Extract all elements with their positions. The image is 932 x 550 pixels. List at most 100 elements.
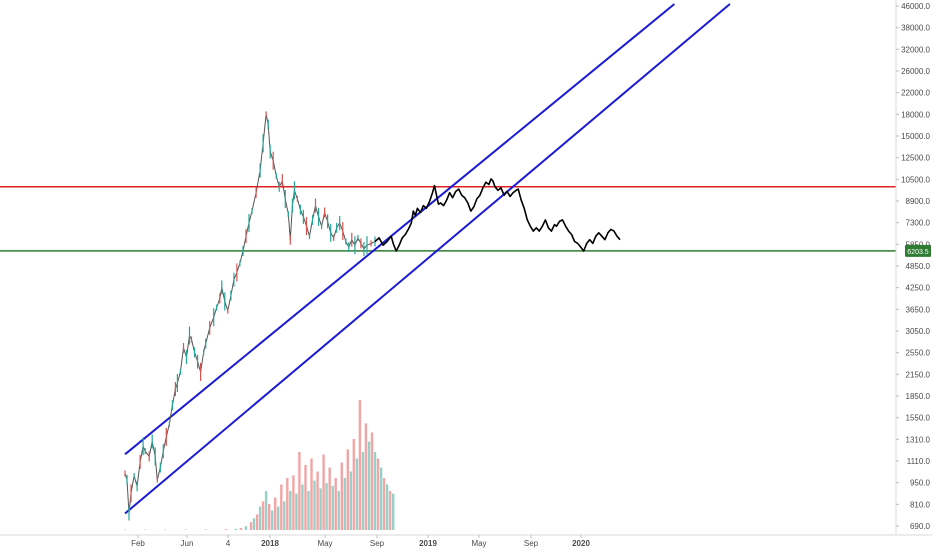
volume-layer xyxy=(123,400,395,531)
volume-bar xyxy=(307,491,310,530)
volume-bar xyxy=(184,529,187,530)
volume-bar xyxy=(334,478,337,530)
channel-lower-line[interactable] xyxy=(124,3,731,515)
volume-bar xyxy=(264,491,268,530)
volume-bar xyxy=(280,484,283,530)
y-tick-label: 1310.0 xyxy=(906,435,931,444)
volume-bar xyxy=(298,452,301,530)
current-price-label: 6203.5 xyxy=(907,249,929,256)
volume-bar xyxy=(364,423,368,530)
y-tick-label: 1850.0 xyxy=(906,392,931,401)
volume-bar xyxy=(370,432,374,530)
volume-bar xyxy=(346,449,349,530)
x-tick-label: Sep xyxy=(370,539,385,548)
volume-bar xyxy=(204,529,207,531)
volume-bar xyxy=(328,467,331,530)
volume-bar xyxy=(286,478,289,530)
volume-bar xyxy=(376,458,380,530)
y-tick-label: 810.0 xyxy=(910,500,931,509)
volume-bar xyxy=(249,522,253,530)
y-tick-label: 1550.0 xyxy=(906,414,931,423)
volume-bar xyxy=(252,518,256,530)
volume-bar xyxy=(239,528,243,530)
volume-bar xyxy=(310,458,313,530)
x-tick-label: 2020 xyxy=(572,539,590,548)
volume-bar xyxy=(255,514,259,530)
volume-bar xyxy=(304,465,307,530)
y-tick-label: 3650.0 xyxy=(906,305,931,314)
volume-bar xyxy=(388,491,392,530)
volume-bar xyxy=(355,458,359,530)
y-tick-label: 7300.0 xyxy=(906,219,931,228)
y-tick-label: 32000.0 xyxy=(901,45,930,54)
x-tick-label: 4 xyxy=(226,539,231,548)
channel-layer xyxy=(124,3,731,515)
volume-bar xyxy=(392,493,395,530)
current-price-badge xyxy=(905,244,931,257)
volume-bar xyxy=(367,441,371,530)
volume-bar xyxy=(322,454,325,530)
volume-bar xyxy=(316,471,319,530)
y-axis[interactable]: 46000.0 38000.0 32000.0 26000.0 22000.0 18000… xyxy=(896,2,931,531)
volume-bar xyxy=(234,528,238,530)
channel-upper-line[interactable] xyxy=(124,3,676,456)
volume-bar xyxy=(261,501,265,530)
x-tick-label: Jun xyxy=(181,539,194,548)
y-tick-label: 8900.0 xyxy=(906,197,931,206)
volume-bar xyxy=(144,529,147,531)
price-layer xyxy=(124,111,376,521)
volume-bar xyxy=(373,452,377,530)
y-tick-label: 22000.0 xyxy=(901,89,930,98)
y-tick-label: 15000.0 xyxy=(901,132,930,141)
x-tick-label: Sep xyxy=(524,539,539,548)
price-badge-layer: 6203.5 xyxy=(905,244,931,257)
y-tick-label: 3050.0 xyxy=(906,327,931,336)
levels-layer xyxy=(0,186,896,252)
volume-bar xyxy=(224,529,227,530)
x-tick-label: Feb xyxy=(131,539,145,548)
volume-bar xyxy=(349,471,352,530)
volume-bar xyxy=(382,478,386,530)
volume-bar xyxy=(258,506,262,530)
volume-bar xyxy=(319,488,322,530)
volume-bar xyxy=(295,493,298,530)
y-tick-label: 38000.0 xyxy=(901,24,930,33)
volume-bar xyxy=(123,529,127,531)
x-tick-label: 2018 xyxy=(261,539,279,548)
y-tick-label: 4850.0 xyxy=(906,262,931,271)
x-tick-label: May xyxy=(471,539,486,548)
y-tick-label: 18000.0 xyxy=(901,110,930,119)
volume-bar xyxy=(352,439,355,530)
volume-bar xyxy=(274,497,277,530)
volume-bar xyxy=(292,475,295,530)
y-tick-label: 5850.0 xyxy=(906,240,931,249)
y-tick-label: 1110.0 xyxy=(907,457,931,466)
y-tick-label: 4250.0 xyxy=(906,284,931,293)
y-tick-label: 2550.0 xyxy=(906,349,931,358)
volume-bar xyxy=(379,467,383,530)
volume-bar xyxy=(385,484,389,530)
volume-bar xyxy=(268,504,271,530)
volume-bar xyxy=(361,452,365,530)
volume-bar xyxy=(283,501,286,530)
volume-bar xyxy=(271,510,274,530)
volume-bar xyxy=(340,462,343,530)
volume-bar xyxy=(325,483,328,530)
volume-bar xyxy=(164,529,167,531)
y-tick-label: 26000.0 xyxy=(901,67,930,76)
y-tick-label: 10500.0 xyxy=(901,175,930,184)
y-tick-label: 2150.0 xyxy=(906,370,931,379)
x-tick-label: May xyxy=(317,539,332,548)
y-tick-label: 950.0 xyxy=(910,479,931,488)
y-tick-label: 690.0 xyxy=(910,522,931,531)
x-axis[interactable]: Feb Jun 4 2018 May Sep 2019 May Sep 2020 xyxy=(131,535,590,548)
volume-bar xyxy=(277,506,280,530)
volume-bar xyxy=(331,485,334,530)
volume-bar xyxy=(313,480,316,530)
volume-bar xyxy=(301,484,304,530)
y-tick-label: 12500.0 xyxy=(901,154,930,163)
y-tick-label: 46000.0 xyxy=(901,2,930,11)
volume-bar xyxy=(358,400,362,530)
